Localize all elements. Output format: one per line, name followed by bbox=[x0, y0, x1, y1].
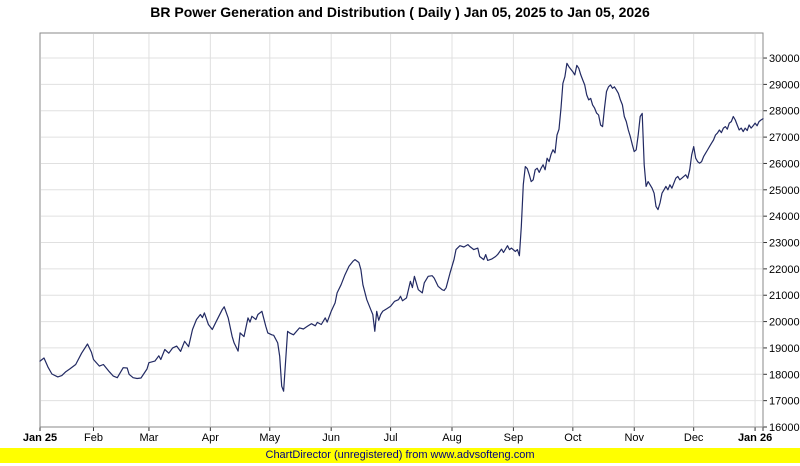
series-line bbox=[39, 62, 764, 392]
plot-border bbox=[39, 32, 764, 428]
y-tick-label: 26000 bbox=[769, 158, 800, 170]
x-tick-label: Nov bbox=[624, 432, 644, 444]
y-tick-label: 19000 bbox=[769, 343, 800, 355]
footer-credit-text: ChartDirector (unregistered) from www.ad… bbox=[265, 449, 535, 461]
y-tick-label: 23000 bbox=[769, 238, 800, 250]
y-tick-label: 16000 bbox=[769, 422, 800, 434]
x-tick-label: Feb bbox=[84, 432, 103, 444]
x-tick-label: Jun bbox=[322, 432, 340, 444]
y-tick-label: 17000 bbox=[769, 396, 800, 408]
x-tick-label: May bbox=[259, 432, 280, 444]
x-tick-label: Mar bbox=[139, 432, 158, 444]
chart-canvas: 16000 17000 18000 19000 20000 21000 22000 23000… bbox=[23, 32, 800, 444]
y-tick-label: 22000 bbox=[769, 264, 800, 276]
x-tick-label: Sep bbox=[504, 432, 524, 444]
x-tick-label: Dec bbox=[684, 432, 704, 444]
x-tick-label: Jul bbox=[384, 432, 398, 444]
x-tick-label: Jan 26 bbox=[738, 432, 772, 444]
y-tick-label: 25000 bbox=[769, 185, 800, 197]
y-tick-label: 24000 bbox=[769, 211, 800, 223]
y-tick-label: 27000 bbox=[769, 132, 800, 144]
x-tick-label: Aug bbox=[442, 432, 462, 444]
y-tick-label: 29000 bbox=[769, 79, 800, 91]
y-tick-label: 20000 bbox=[769, 317, 800, 329]
y-tick-label: 18000 bbox=[769, 369, 800, 381]
y-tick-label: 21000 bbox=[769, 290, 800, 302]
chart-title: BR Power Generation and Distribution ( D… bbox=[150, 4, 650, 20]
footer-banner: ChartDirector (unregistered) from www.ad… bbox=[0, 448, 800, 463]
x-tick-label: Jan 25 bbox=[23, 432, 57, 444]
plot-area bbox=[40, 33, 763, 427]
x-tick-label: Oct bbox=[564, 432, 581, 444]
x-tick-label: Apr bbox=[202, 432, 219, 444]
y-tick-label: 28000 bbox=[769, 106, 800, 118]
y-tick-label: 30000 bbox=[769, 53, 800, 65]
